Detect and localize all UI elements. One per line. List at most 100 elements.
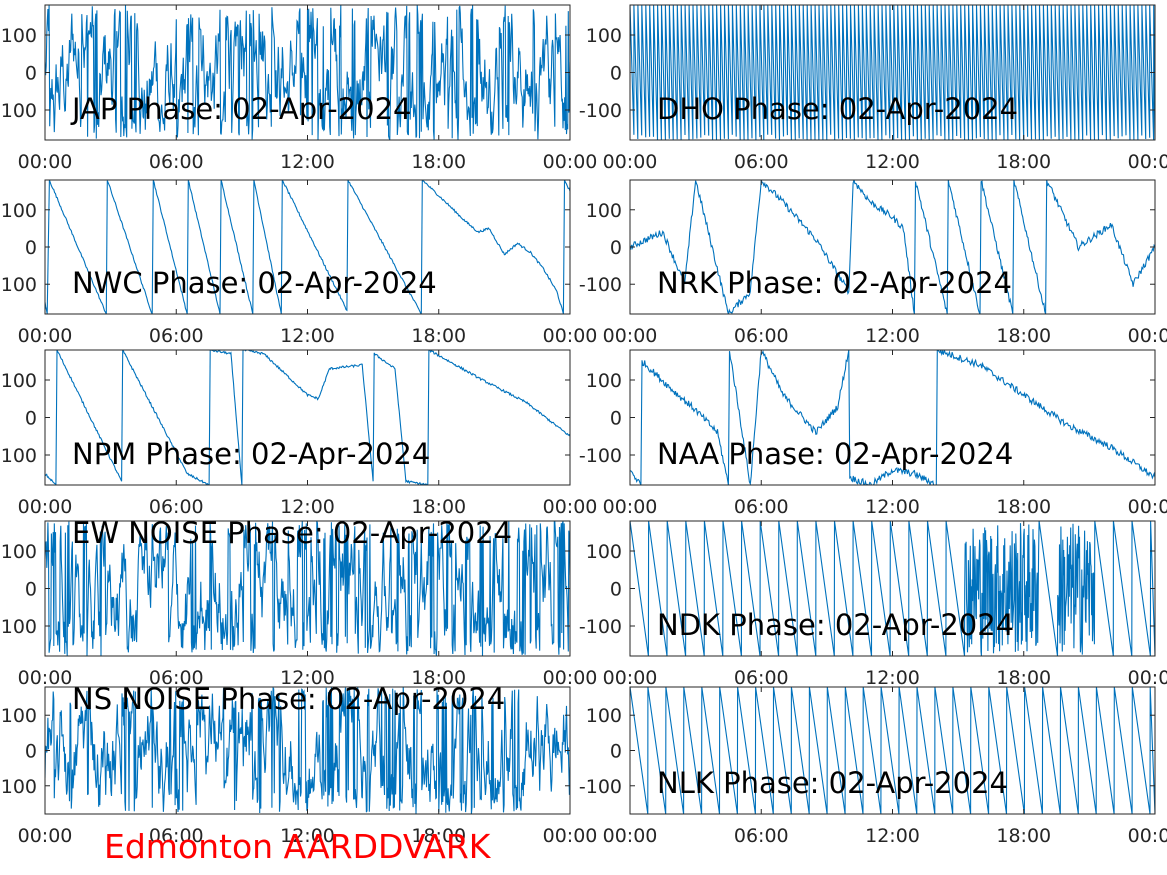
phase-panel: 100 0 -100 00:00 06:00 12:00 18:00 00:00 DHO Pha… — [579, 4, 1167, 173]
y-tick-label: -100 — [579, 274, 622, 296]
x-tick-label: 06:00 — [734, 151, 789, 173]
y-tick-label: 100 — [586, 200, 622, 222]
phase-series — [630, 687, 1155, 814]
phase-series — [45, 521, 570, 656]
y-tick-label: 100 — [1, 705, 37, 727]
x-tick-label: 12:00 — [280, 825, 335, 847]
x-tick-label: 18:00 — [996, 151, 1051, 173]
x-tick-label: 06:00 — [734, 325, 789, 347]
x-tick-label: 00:00 — [1128, 667, 1167, 689]
x-tick-label: 18:00 — [411, 496, 466, 518]
x-tick-label: 00:00 — [18, 667, 73, 689]
y-tick-label: 0 — [25, 408, 37, 430]
y-tick-label: -100 — [579, 776, 622, 798]
y-tick-label: 100 — [586, 25, 622, 47]
panel-title: NS NOISE Phase: 02-Apr-2024 — [72, 682, 505, 716]
x-tick-label: 12:00 — [865, 325, 920, 347]
x-tick-label: 06:00 — [149, 825, 204, 847]
y-tick-label: 100 — [1, 370, 37, 392]
x-tick-label: 00:00 — [543, 825, 598, 847]
phase-panel: 100 0 -100 00:00 06:00 12:00 18:00 00:00 NPM Pha… — [0, 349, 597, 518]
y-tick-label: -100 — [0, 616, 37, 638]
phase-series — [630, 180, 1155, 314]
x-tick-label: 00:00 — [603, 825, 658, 847]
y-tick-label: 0 — [610, 63, 622, 85]
phase-panel: 100 0 -100 00:00 06:00 12:00 18:00 00:00 NRK Pha… — [579, 179, 1167, 347]
phase-series — [45, 687, 570, 814]
panel-title: DHO Phase: 02-Apr-2024 — [657, 92, 1018, 126]
x-tick-label: 12:00 — [280, 151, 335, 173]
y-tick-label: -100 — [0, 776, 37, 798]
y-tick-label: -100 — [579, 616, 622, 638]
y-tick-label: 100 — [1, 200, 37, 222]
x-tick-label: 06:00 — [734, 825, 789, 847]
phase-panel: 100 0 -100 00:00 06:00 12:00 18:00 00:00 NWC Pha… — [0, 179, 598, 347]
x-tick-label: 12:00 — [865, 496, 920, 518]
phase-series — [630, 5, 1155, 140]
y-tick-label: 0 — [25, 741, 37, 763]
x-tick-label: 12:00 — [865, 151, 920, 173]
phase-panel: 100 0 -100 00:00 06:00 12:00 18:00 00:00 NDK Pha… — [579, 520, 1167, 689]
x-tick-label: 00:00 — [1128, 151, 1167, 173]
x-tick-label: 18:00 — [996, 825, 1051, 847]
x-tick-label: 18:00 — [996, 325, 1051, 347]
phase-series — [45, 350, 570, 485]
y-tick-label: 0 — [610, 408, 622, 430]
y-tick-label: 0 — [610, 741, 622, 763]
panel-title: NWC Phase: 02-Apr-2024 — [72, 266, 437, 300]
panel-title: NAA Phase: 02-Apr-2024 — [657, 437, 1013, 471]
phase-panel: 100 0 -100 00:00 06:00 12:00 18:00 00:00 JAP Pha… — [0, 4, 598, 173]
phase-panel: 100 0 -100 00:00 06:00 12:00 18:00 00:00 NAA Pha… — [579, 349, 1167, 518]
y-tick-label: 0 — [25, 237, 37, 259]
x-tick-label: 18:00 — [411, 151, 466, 173]
y-tick-label: -100 — [579, 100, 622, 122]
panel-title: NRK Phase: 02-Apr-2024 — [657, 266, 1012, 300]
x-tick-label: 12:00 — [865, 825, 920, 847]
x-tick-label: 12:00 — [280, 325, 335, 347]
x-tick-label: 06:00 — [734, 496, 789, 518]
phase-series — [630, 350, 1155, 485]
x-tick-label: 00:00 — [603, 667, 658, 689]
x-tick-label: 12:00 — [865, 667, 920, 689]
x-tick-label: 00:00 — [543, 325, 598, 347]
x-tick-label: 00:00 — [543, 151, 598, 173]
x-tick-label: 18:00 — [996, 667, 1051, 689]
y-tick-label: -100 — [0, 445, 37, 467]
x-tick-label: 06:00 — [149, 667, 204, 689]
x-tick-label: 12:00 — [280, 496, 335, 518]
figure-caption: Edmonton AARDDVARK — [104, 827, 491, 866]
x-tick-label: 06:00 — [734, 667, 789, 689]
y-tick-label: 0 — [610, 579, 622, 601]
y-tick-label: -100 — [579, 445, 622, 467]
y-tick-label: 100 — [586, 541, 622, 563]
x-tick-label: 18:00 — [411, 325, 466, 347]
y-tick-label: 100 — [586, 705, 622, 727]
y-tick-label: 100 — [1, 25, 37, 47]
panel-title: NDK Phase: 02-Apr-2024 — [657, 608, 1014, 642]
panel-title: NLK Phase: 02-Apr-2024 — [657, 766, 1008, 800]
panel-title: NPM Phase: 02-Apr-2024 — [72, 437, 430, 471]
x-tick-label: 00:00 — [543, 667, 598, 689]
x-tick-label: 00:00 — [18, 151, 73, 173]
y-tick-label: 0 — [25, 63, 37, 85]
y-tick-label: -100 — [0, 100, 37, 122]
y-tick-label: 100 — [586, 370, 622, 392]
x-tick-label: 00:00 — [18, 325, 73, 347]
x-tick-label: 00:00 — [18, 825, 73, 847]
panel-title: JAP Phase: 02-Apr-2024 — [70, 92, 411, 126]
phase-panel: 100 0 -100 00:00 06:00 12:00 18:00 00:00 NS NOIS… — [0, 682, 597, 847]
y-tick-label: 0 — [25, 579, 37, 601]
x-tick-label: 00:00 — [1128, 496, 1167, 518]
x-tick-label: 18:00 — [996, 496, 1051, 518]
phase-panel: 100 0 -100 00:00 06:00 12:00 18:00 00:00 EW NOIS… — [0, 516, 597, 689]
panel-title: EW NOISE Phase: 02-Apr-2024 — [72, 516, 512, 550]
x-tick-label: 00:00 — [603, 151, 658, 173]
x-tick-label: 00:00 — [1128, 825, 1167, 847]
x-tick-label: 00:00 — [603, 496, 658, 518]
x-tick-label: 06:00 — [149, 496, 204, 518]
phase-series — [630, 521, 1155, 656]
x-tick-label: 06:00 — [149, 325, 204, 347]
x-tick-label: 18:00 — [411, 825, 466, 847]
x-tick-label: 00:00 — [18, 496, 73, 518]
